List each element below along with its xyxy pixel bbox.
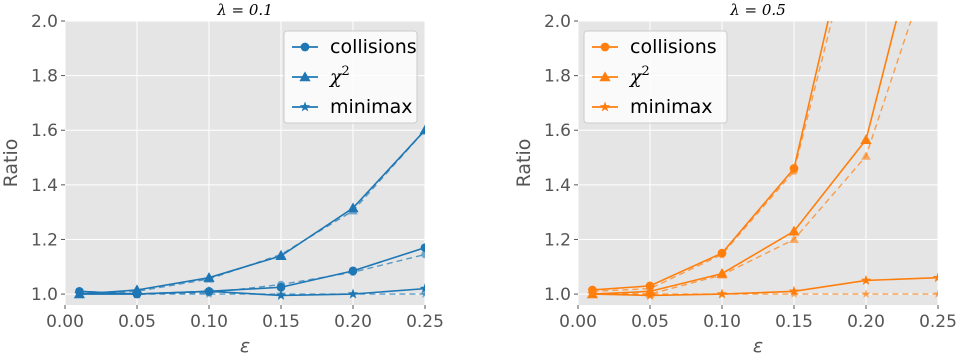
left-panel: 0.00 0.05 0.10 0.15 0.20 0.25 1.0 1.2 1.4 1.6 1.8 2… <box>0 1 444 357</box>
legend-marker <box>600 42 610 52</box>
data-point <box>789 289 799 298</box>
data-point <box>933 289 938 298</box>
legend-marker <box>599 101 611 112</box>
data-point <box>718 250 726 259</box>
legend-box <box>283 30 418 124</box>
data-point <box>421 250 425 259</box>
y-axis-label: Ratio <box>513 139 535 188</box>
y-tick-label: 2.0 <box>31 12 58 32</box>
data-point <box>932 272 938 283</box>
data-point <box>74 289 84 298</box>
series-line-χ² <box>79 129 425 295</box>
data-point <box>420 243 425 252</box>
data-point <box>276 289 286 298</box>
data-point <box>277 280 285 289</box>
x-tick-label: 0.10 <box>190 312 228 332</box>
y-tick-label: 1.6 <box>544 121 571 141</box>
data-point <box>717 289 727 298</box>
legend-label: minimax <box>630 96 713 118</box>
legend-label: minimax <box>330 96 413 118</box>
data-point <box>348 289 358 298</box>
x-tick-label: 0.05 <box>118 312 156 332</box>
legend-label: collisions <box>630 36 717 58</box>
legend-marker <box>300 42 310 52</box>
data-point <box>788 225 800 236</box>
data-point <box>717 270 727 279</box>
series-line-minimax <box>592 276 938 297</box>
x-tick-label: 0.00 <box>46 312 84 332</box>
x-tick-label: 0.20 <box>847 312 885 332</box>
legend-marker <box>599 71 611 82</box>
y-tick-label: 1.4 <box>544 176 571 196</box>
x-tick-label: 0.25 <box>406 312 444 332</box>
data-point <box>861 289 871 298</box>
y-tick-label: 1.0 <box>544 285 571 305</box>
data-point <box>348 205 358 215</box>
data-point <box>587 289 597 298</box>
x-tick-label: 0.15 <box>775 312 813 332</box>
series-line-χ² <box>592 21 898 295</box>
data-point <box>860 134 872 144</box>
right-panel: 0.00 0.05 0.10 0.15 0.20 0.25 1.0 1.2 1.4 1.6 1.8 2… <box>513 1 957 357</box>
data-point <box>645 289 655 298</box>
series-line-dashed-circle <box>592 21 833 293</box>
data-point <box>860 274 872 285</box>
data-point <box>789 234 799 244</box>
y-tick-label: 1.6 <box>31 121 58 141</box>
data-point <box>204 274 214 283</box>
data-point <box>790 167 798 175</box>
chart-title: λ = 0.5 <box>729 1 785 19</box>
series-line-dashed-circle <box>79 253 425 295</box>
chart-title: λ = 0.1 <box>216 1 272 19</box>
y-tick-label: 1.8 <box>544 67 571 87</box>
x-tick-label: 0.00 <box>559 312 597 332</box>
x-tick-label: 0.20 <box>334 312 372 332</box>
legend-marker <box>299 71 311 82</box>
y-tick-label: 2.0 <box>544 12 571 32</box>
data-point <box>861 151 871 160</box>
data-point <box>420 289 425 298</box>
x-tick-label: 0.05 <box>631 312 669 332</box>
x-axis-label: ε <box>240 335 250 357</box>
data-point <box>349 268 357 276</box>
data-point <box>646 284 654 293</box>
y-tick-label: 1.2 <box>31 230 58 250</box>
y-tick-label: 1.8 <box>31 67 58 87</box>
x-axis-label: ε <box>753 335 763 357</box>
y-tick-label: 1.0 <box>31 285 58 305</box>
x-tick-label: 0.25 <box>919 312 957 332</box>
data-point <box>132 289 142 298</box>
data-point <box>419 283 425 294</box>
legend-marker <box>299 101 311 112</box>
data-point <box>420 125 425 134</box>
series-line-collisions <box>592 21 829 291</box>
data-point <box>204 289 214 298</box>
legend-box <box>583 30 728 124</box>
x-tick-label: 0.10 <box>703 312 741 332</box>
y-tick-label: 1.4 <box>31 176 58 196</box>
legend-label: collisions <box>330 36 417 58</box>
data-point <box>276 249 286 259</box>
y-axis-label: Ratio <box>0 139 22 188</box>
y-tick-label: 1.2 <box>544 230 571 250</box>
series-line-dashed-triangle <box>592 21 912 295</box>
x-tick-label: 0.15 <box>262 312 300 332</box>
